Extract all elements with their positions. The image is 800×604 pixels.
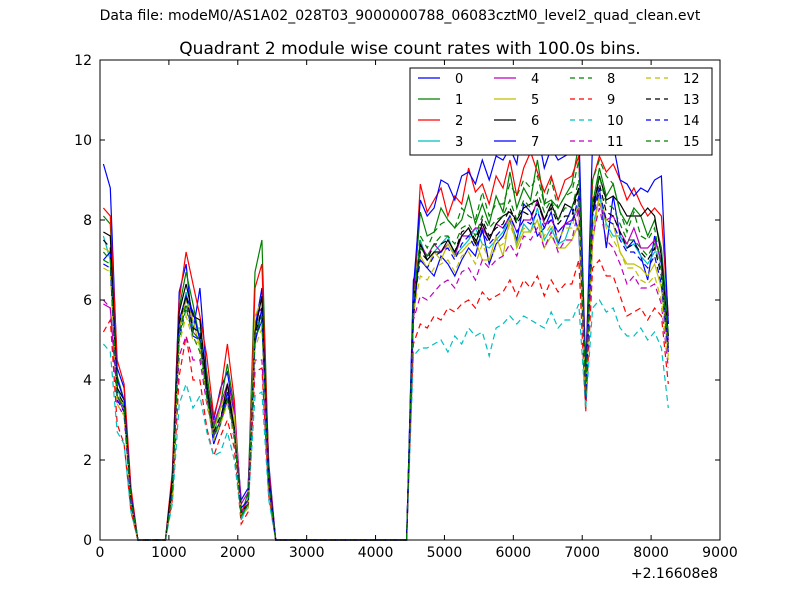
figure-suptitle: Data file: modeM0/AS1A02_028T03_90000007… xyxy=(99,8,701,24)
legend-label-1: 1 xyxy=(455,93,463,108)
series-line-12 xyxy=(103,199,669,541)
x-tick-label: 2000 xyxy=(220,545,256,561)
x-tick-label: 8000 xyxy=(633,545,669,561)
legend-label-14: 14 xyxy=(683,114,700,129)
legend-label-12: 12 xyxy=(683,72,700,87)
legend-label-6: 6 xyxy=(531,114,539,129)
legend-label-10: 10 xyxy=(607,114,624,129)
series-line-15 xyxy=(102,173,669,541)
legend-label-0: 0 xyxy=(455,72,463,87)
series-line-9 xyxy=(102,258,669,541)
y-tick-label: 0 xyxy=(83,533,92,549)
y-tick-label: 6 xyxy=(83,293,92,309)
x-tick-label: 1000 xyxy=(151,545,187,561)
y-tick-label: 4 xyxy=(83,373,92,389)
legend-label-2: 2 xyxy=(455,114,463,129)
legend-label-13: 13 xyxy=(683,93,700,108)
chart-title: Quadrant 2 module wise count rates with … xyxy=(179,39,640,59)
x-tick-label: 3000 xyxy=(289,545,325,561)
x-tick-label: 4000 xyxy=(358,545,394,561)
x-tick-label: 9000 xyxy=(702,545,738,561)
series-line-13 xyxy=(102,181,669,541)
legend-label-8: 8 xyxy=(607,72,615,87)
legend-label-3: 3 xyxy=(455,135,463,150)
y-tick-label: 12 xyxy=(74,53,92,69)
x-tick-label: 7000 xyxy=(564,545,600,561)
x-tick-label: 5000 xyxy=(427,545,463,561)
legend-frame xyxy=(409,67,713,156)
x-axis-offset-label: +2.16608e8 xyxy=(631,566,718,582)
axis-ticks: 0 1000 2000 3000 4000 5000 6000 7000 8000 9000 0 2 4… xyxy=(74,53,738,561)
legend-label-4: 4 xyxy=(531,72,539,87)
y-tick-label: 2 xyxy=(83,453,92,469)
series-layer xyxy=(102,99,669,541)
x-tick-label: 0 xyxy=(96,545,105,561)
legend-label-15: 15 xyxy=(683,135,700,150)
legend-label-9: 9 xyxy=(607,93,615,108)
y-tick-label: 10 xyxy=(74,133,92,149)
legend-label-7: 7 xyxy=(531,135,539,150)
legend-label-11: 11 xyxy=(607,135,624,150)
legend-label-5: 5 xyxy=(531,93,539,108)
x-tick-label: 6000 xyxy=(496,545,532,561)
y-tick-label: 8 xyxy=(83,213,92,229)
